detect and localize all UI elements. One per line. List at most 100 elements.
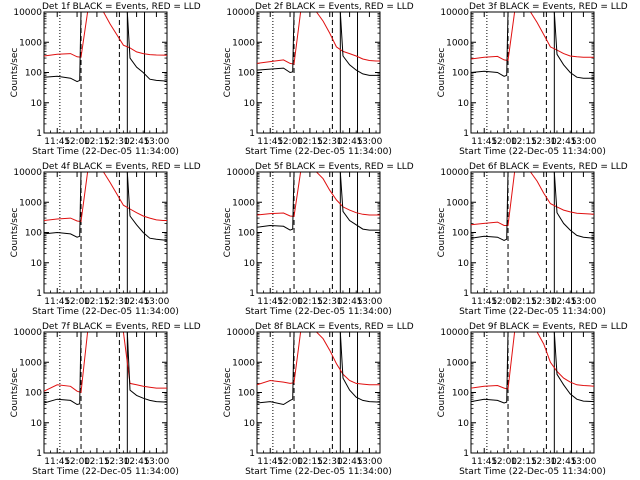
panel-title: Det 9f BLACK = Events, RED = LLD (469, 322, 628, 332)
panel-det-4: Det 4f BLACK = Events, RED = LLD 1 10 100 10… (10, 162, 201, 317)
x-tick-label: 12:00 (64, 457, 90, 467)
panel-title: Det 3f BLACK = Events, RED = LLD (469, 2, 628, 12)
series-line-lld (471, 12, 594, 62)
series-line-lld (44, 12, 167, 58)
y-tick-label: 1 (36, 449, 42, 459)
y-tick-label: 1000 (446, 198, 469, 208)
y-tick-label: 10000 (13, 328, 42, 338)
panel-title: Det 8f BLACK = Events, RED = LLD (255, 322, 414, 332)
y-tick-label: 1000 (19, 198, 42, 208)
x-axis-label: Start Time (22-Dec-05 11:34:00) (459, 147, 606, 157)
plot-frame (470, 171, 595, 294)
plot-frame (470, 331, 595, 454)
x-tick-label: 13:00 (143, 457, 169, 467)
series-line-events (44, 12, 167, 83)
x-tick-label: 12:45 (551, 457, 577, 467)
y-tick-label: 1 (36, 289, 42, 299)
series-line-lld (257, 172, 380, 217)
x-tick-label: 13:00 (356, 297, 382, 307)
y-axis-label: Counts/sec (223, 368, 233, 418)
y-tick-label: 10000 (440, 168, 469, 178)
x-tick-label: 12:15 (84, 137, 110, 147)
y-tick-label: 100 (452, 389, 469, 399)
panel-det-8: Det 8f BLACK = Events, RED = LLD 1 10 100 10… (223, 322, 414, 477)
x-tick-label: 12:45 (337, 137, 363, 147)
x-tick-label: 12:15 (297, 457, 323, 467)
y-tick-label: 1 (249, 449, 255, 459)
panel-title: Det 2f BLACK = Events, RED = LLD (255, 2, 414, 12)
x-tick-label: 12:00 (64, 297, 90, 307)
y-tick-label: 1 (249, 129, 255, 139)
y-tick-label: 10 (31, 99, 43, 109)
x-tick-label: 12:00 (277, 297, 303, 307)
x-tick-label: 11:45 (257, 137, 283, 147)
x-tick-label: 12:00 (491, 297, 517, 307)
y-tick-label: 1000 (446, 358, 469, 368)
y-axis-label: Counts/sec (10, 208, 20, 258)
series-line-lld (257, 332, 380, 386)
x-tick-label: 13:00 (143, 137, 169, 147)
y-tick-label: 1000 (19, 38, 42, 48)
x-tick-label: 13:00 (570, 137, 596, 147)
x-axis-label: Start Time (22-Dec-05 11:34:00) (459, 467, 606, 477)
panel-det-2: Det 2f BLACK = Events, RED = LLD 1 10 100 10… (223, 2, 414, 157)
y-tick-label: 10 (458, 99, 470, 109)
panel-det-1: Det 1f BLACK = Events, RED = LLD 1 10 100 10… (10, 2, 201, 157)
y-tick-label: 10000 (13, 8, 42, 18)
x-tick-label: 12:30 (317, 457, 343, 467)
y-axis-label: Counts/sec (223, 48, 233, 98)
x-tick-label: 12:15 (511, 457, 537, 467)
y-tick-label: 10 (458, 259, 470, 269)
series-line-lld (257, 12, 380, 65)
series-line-events (257, 332, 380, 406)
y-tick-label: 10 (244, 99, 256, 109)
x-axis-label: Start Time (22-Dec-05 11:34:00) (459, 307, 606, 317)
x-tick-label: 13:00 (143, 297, 169, 307)
series-line-events (257, 12, 380, 76)
y-tick-label: 10000 (226, 328, 255, 338)
plot-frame (256, 331, 381, 454)
x-tick-label: 12:00 (491, 137, 517, 147)
x-axis-label: Start Time (22-Dec-05 11:34:00) (32, 467, 179, 477)
panel-title: Det 6f BLACK = Events, RED = LLD (469, 162, 628, 172)
x-tick-label: 12:15 (297, 137, 323, 147)
plot-frame (43, 171, 168, 294)
x-tick-label: 12:30 (531, 457, 557, 467)
panel-title: Det 1f BLACK = Events, RED = LLD (42, 2, 201, 12)
series-line-events (471, 172, 594, 241)
y-tick-label: 10 (458, 419, 470, 429)
panel-det-9: Det 9f BLACK = Events, RED = LLD 1 10 100 10… (437, 322, 628, 477)
x-tick-label: 13:00 (570, 297, 596, 307)
x-tick-label: 11:45 (257, 457, 283, 467)
y-axis-label: Counts/sec (223, 208, 233, 258)
y-tick-label: 10000 (13, 168, 42, 178)
plot-frame (470, 11, 595, 134)
plot-frame (256, 171, 381, 294)
panel-title: Det 7f BLACK = Events, RED = LLD (42, 322, 201, 332)
y-tick-label: 1 (463, 289, 469, 299)
x-tick-label: 12:15 (511, 297, 537, 307)
panel-det-3: Det 3f BLACK = Events, RED = LLD 1 10 100 10… (437, 2, 628, 157)
y-tick-label: 10000 (226, 8, 255, 18)
x-tick-label: 11:45 (44, 297, 70, 307)
y-tick-label: 10000 (440, 328, 469, 338)
series-line-events (44, 332, 167, 406)
panel-det-7: Det 7f BLACK = Events, RED = LLD 1 10 100 10… (10, 322, 201, 477)
x-axis-label: Start Time (22-Dec-05 11:34:00) (245, 147, 392, 157)
series-line-events (257, 172, 380, 231)
x-tick-label: 12:45 (124, 137, 150, 147)
x-tick-label: 12:15 (297, 297, 323, 307)
panel-title: Det 5f BLACK = Events, RED = LLD (255, 162, 414, 172)
y-tick-label: 1000 (232, 358, 255, 368)
y-axis-label: Counts/sec (10, 48, 20, 98)
panel-title: Det 4f BLACK = Events, RED = LLD (42, 162, 201, 172)
x-axis-label: Start Time (22-Dec-05 11:34:00) (32, 147, 179, 157)
x-tick-label: 12:30 (104, 457, 130, 467)
x-axis-label: Start Time (22-Dec-05 11:34:00) (32, 307, 179, 317)
x-tick-label: 11:45 (44, 137, 70, 147)
series-line-events (471, 332, 594, 404)
x-tick-label: 12:30 (317, 297, 343, 307)
x-tick-label: 12:00 (491, 457, 517, 467)
x-tick-label: 11:45 (257, 297, 283, 307)
